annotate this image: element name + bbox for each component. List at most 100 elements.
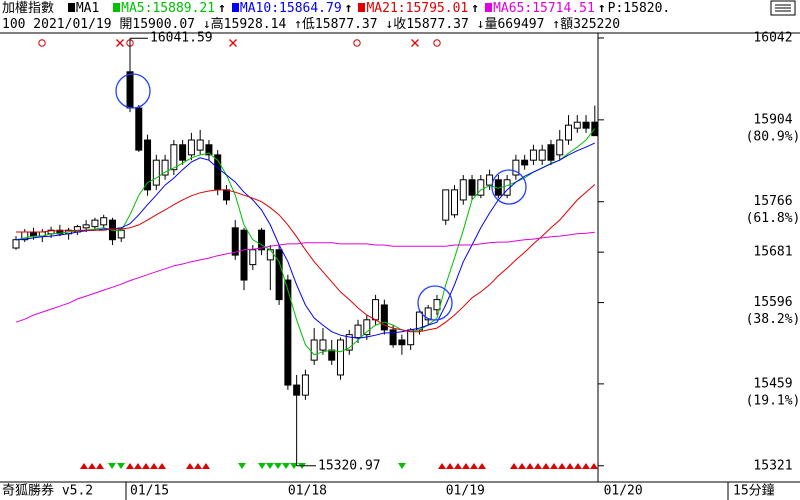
signal-down	[117, 463, 125, 469]
candle-body	[179, 144, 187, 161]
candle-body	[231, 227, 239, 256]
candle-body	[196, 139, 204, 151]
highlight-circle	[491, 169, 527, 205]
signal-down	[282, 463, 290, 469]
signal-up	[126, 463, 134, 469]
signal-up	[518, 463, 526, 469]
trend-arrow: ↑	[471, 1, 480, 16]
candle-body	[398, 339, 406, 346]
signal-up	[134, 463, 142, 469]
candle-body	[161, 159, 169, 176]
high-annotation: 16041.59	[150, 31, 213, 46]
candle-body	[468, 179, 476, 196]
candle-body	[293, 384, 301, 396]
ma-line	[16, 184, 596, 333]
legend-label: MA21:15795.01	[366, 1, 469, 16]
ma-line	[15, 128, 596, 356]
signal-up	[590, 463, 598, 469]
signal-circle	[433, 39, 441, 47]
ma1-swatch	[67, 3, 75, 12]
y-tick-note: (38.2%)	[746, 312, 800, 327]
ma-line	[15, 142, 596, 339]
candle-body	[187, 139, 195, 156]
signal-up	[550, 463, 558, 469]
trend-arrow: ↑	[597, 1, 606, 16]
signal-down	[290, 463, 298, 469]
candle-body	[389, 329, 397, 346]
candle-body	[512, 159, 520, 176]
signal-cross	[411, 39, 419, 47]
signal-up	[150, 463, 158, 469]
candle-body	[328, 349, 336, 361]
candle-body	[126, 71, 134, 109]
candle-body	[363, 319, 371, 336]
candle-body	[372, 299, 380, 321]
signal-up	[582, 463, 590, 469]
candle-body	[152, 159, 160, 186]
candle-body	[442, 189, 450, 221]
y-tick-note: (19.1%)	[746, 393, 800, 408]
candle-body	[582, 121, 590, 129]
low-annotation: 15320.97	[318, 458, 381, 473]
signal-up	[96, 463, 104, 469]
candle-body	[266, 249, 274, 261]
candle-body	[275, 249, 283, 301]
y-tick-label: 15459	[753, 376, 792, 391]
candle-body	[345, 334, 353, 351]
candle-body	[310, 339, 318, 361]
y-tick-label: 15904	[753, 112, 792, 127]
signal-up	[454, 463, 462, 469]
candle-body	[135, 107, 143, 151]
highlight-circle	[417, 285, 453, 321]
candle-body	[301, 374, 309, 396]
candle-body	[205, 144, 213, 156]
x-tick-label: 01/18	[288, 484, 327, 499]
candle-body	[354, 324, 362, 339]
signal-up	[142, 463, 150, 469]
signal-cross	[229, 39, 237, 47]
signal-up	[88, 463, 96, 469]
candle-body	[12, 239, 20, 249]
signal-circle	[353, 39, 361, 47]
y-tick-label: 15596	[753, 295, 792, 310]
signal-up	[510, 463, 518, 469]
candle-body	[170, 144, 178, 171]
legend-swatch	[231, 3, 239, 12]
signal-down	[398, 463, 406, 469]
signal-up	[526, 463, 534, 469]
indicator-header: 加權指數 MA1 MA5:15889.21 ↑ MA10:15864.79 ↑ MA21…	[2, 0, 768, 17]
signal-up	[558, 463, 566, 469]
x-tick-label: 01/19	[446, 484, 485, 499]
signal-up	[446, 463, 454, 469]
ma1-label: MA1	[75, 1, 100, 16]
signal-up	[478, 463, 486, 469]
candle-body	[336, 339, 344, 376]
quote-line: 100 2021/01/19 開15900.07 ↓高15928.14 ↑低15…	[2, 17, 621, 32]
candle-body	[477, 179, 485, 196]
trend-arrow: ↑	[218, 1, 226, 16]
candle-body	[56, 229, 64, 235]
y-tick-note: (80.9%)	[746, 129, 800, 144]
candle-body	[91, 219, 99, 228]
candle-body	[144, 139, 152, 191]
legend-swatch	[358, 3, 366, 12]
x-tick-label: 01/20	[604, 484, 643, 499]
signal-down	[266, 463, 274, 469]
candle-body	[30, 231, 38, 237]
signal-up	[158, 463, 166, 469]
signal-down	[108, 463, 116, 469]
legend-swatch	[485, 3, 493, 12]
candle-body	[565, 124, 573, 141]
signal-up	[80, 463, 88, 469]
signal-down	[238, 463, 246, 469]
signal-up	[534, 463, 542, 469]
signal-up	[194, 463, 202, 469]
signal-circle	[38, 39, 46, 47]
y-tick-label: 15766	[753, 194, 792, 209]
index-name: 加權指數	[2, 1, 55, 16]
y-tick-note: (61.8%)	[746, 211, 800, 226]
signal-up	[574, 463, 582, 469]
candle-body	[547, 144, 555, 161]
